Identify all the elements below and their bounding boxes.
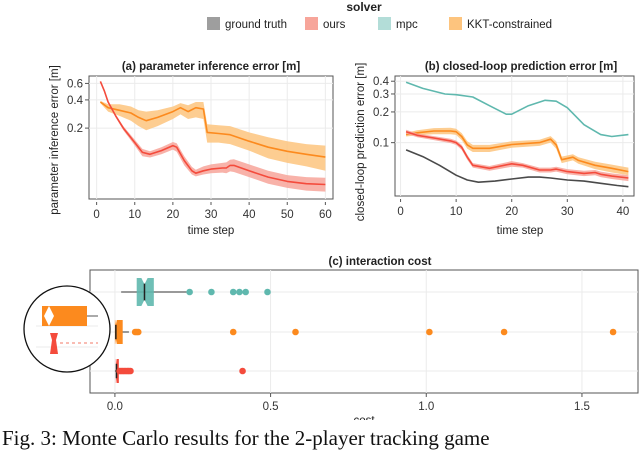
kkt-constrained-line xyxy=(405,130,629,173)
legend-swatch xyxy=(305,17,318,30)
legend-label: ours xyxy=(323,19,346,31)
outlier-point xyxy=(186,288,193,296)
legend-label: mpc xyxy=(396,19,418,31)
legend-swatch xyxy=(378,17,391,30)
outlier-point xyxy=(242,288,249,296)
panel-c: (c) interaction cost 0.0 0.5 1.0 1.5 cost xyxy=(23,256,639,420)
panel-b-ylabel: closed-loop prediction error [m] xyxy=(355,63,367,222)
legend-item-mpc: mpc xyxy=(378,17,418,31)
legend-title: solver xyxy=(346,0,382,14)
legend-swatch xyxy=(207,17,220,30)
inset-circle xyxy=(23,285,111,373)
outlier-point xyxy=(609,328,617,336)
ours-boxplot xyxy=(114,359,246,383)
panel-a-xlabel: time step xyxy=(188,225,235,237)
outlier-point xyxy=(426,328,433,336)
panel-b-xlabel: time step xyxy=(497,225,544,237)
outlier-point xyxy=(500,328,508,336)
box xyxy=(114,320,123,344)
legend-item-kkt-constrained: KKT-constrained xyxy=(449,17,552,31)
panel-c-title: (c) interaction cost xyxy=(329,256,432,268)
ours-line xyxy=(405,130,629,179)
x-tick-label: 20 xyxy=(505,206,518,218)
kkt-constrained-boxplot xyxy=(114,320,617,344)
x-tick-label: 0 xyxy=(397,206,403,218)
outlier-point xyxy=(236,288,243,296)
x-tick-label: 0 xyxy=(93,209,99,221)
x-tick-label: 1.5 xyxy=(574,401,590,413)
mpc-boxplot xyxy=(121,278,271,306)
outlier-point xyxy=(229,328,237,336)
x-tick-label: 0.0 xyxy=(107,401,123,413)
box xyxy=(136,278,154,306)
x-tick-label: 30 xyxy=(205,209,218,221)
x-tick-label: 40 xyxy=(243,209,256,221)
x-tick-label: 30 xyxy=(561,206,574,218)
y-tick-label: 0.4 xyxy=(373,76,390,88)
inset-ours-box xyxy=(50,333,58,354)
kkt-constrained-confidence-band xyxy=(406,127,629,176)
figure-caption: Fig. 3: Monte Carlo results for the 2-pl… xyxy=(2,426,490,450)
legend-item-ours: ours xyxy=(305,17,346,31)
zoom-inset xyxy=(23,285,111,373)
y-tick-label: 0.2 xyxy=(67,123,83,135)
outlier-point xyxy=(134,328,142,336)
x-tick-label: 50 xyxy=(281,209,294,221)
x-tick-label: 10 xyxy=(450,206,463,218)
y-tick-label: 0.4 xyxy=(67,95,84,107)
outlier-point xyxy=(229,288,237,296)
outlier-point xyxy=(208,288,215,296)
legend-swatch xyxy=(449,17,462,30)
outlier-point xyxy=(127,367,134,375)
x-tick-label: 10 xyxy=(128,209,141,221)
legend-label: ground truth xyxy=(225,19,287,31)
legend: solver ground truth ours mpc KKT-constraine… xyxy=(207,0,552,31)
panel-a-ylabel: parameter inference error [m] xyxy=(49,65,61,215)
ground-truth-line xyxy=(405,149,629,188)
figure: solver ground truth ours mpc KKT-constraine… xyxy=(23,0,639,420)
mpc-line xyxy=(405,81,629,138)
panel-a: (a) parameter inference error [m] 0 10 20 3… xyxy=(49,61,334,237)
panel-c-xlabel: cost xyxy=(353,415,375,420)
kkt-constrained-line xyxy=(99,101,326,158)
x-tick-label: 1.0 xyxy=(418,401,434,413)
outlier-point xyxy=(292,328,299,336)
x-tick-label: 20 xyxy=(166,209,179,221)
legend-item-ground-truth: ground truth xyxy=(207,17,287,31)
y-tick-label: 0.6 xyxy=(67,78,83,90)
legend-label: KKT-constrained xyxy=(467,19,552,31)
y-tick-label: 0.3 xyxy=(373,89,389,101)
y-tick-label: 0.1 xyxy=(373,138,389,150)
panel-b-title: (b) closed-loop prediction error [m] xyxy=(425,61,617,73)
x-tick-label: 0.5 xyxy=(263,401,279,413)
inset-kkt-box xyxy=(42,306,87,326)
x-tick-label: 60 xyxy=(319,209,332,221)
ours-line xyxy=(99,81,326,186)
panel-a-title: (a) parameter inference error [m] xyxy=(122,61,300,73)
x-tick-label: 40 xyxy=(616,206,629,218)
panel-b: (b) closed-loop prediction error [m] 0 10… xyxy=(355,61,635,237)
outlier-point xyxy=(264,288,271,296)
y-tick-label: 0.2 xyxy=(373,107,389,119)
outlier-point xyxy=(239,367,246,375)
panel-b-plot-area xyxy=(394,75,635,197)
